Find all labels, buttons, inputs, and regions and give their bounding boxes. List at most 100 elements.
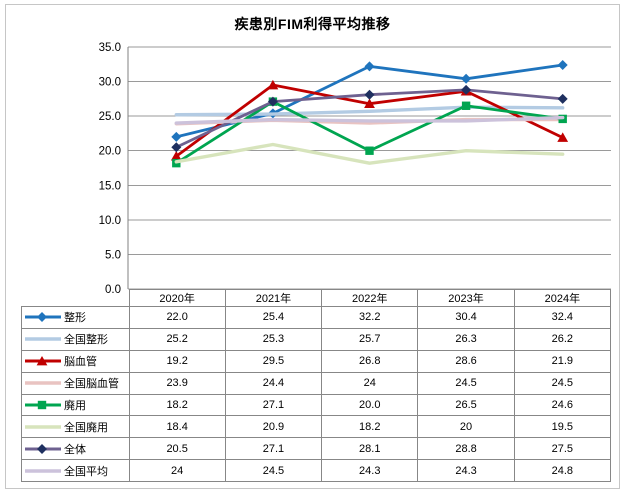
value-cell: 28.8 [417,437,515,461]
y-axis-tick-label: 20.0 [99,146,121,158]
series-marker-seikei [557,59,568,70]
series-marker-seikei [364,61,375,72]
series-marker-nokekkan [364,98,375,108]
chart-object-frame[interactable]: 疾患別FIM利得平均推移 35.0 30.0 25.0 20.0 15.0 10.0 5.0… [5,4,620,489]
table-corner-cell [22,290,130,307]
value-cell: 18.2 [128,393,226,417]
value-cell: 25.2 [128,327,226,351]
series-name-label: 全国整形 [64,334,108,347]
series-name-label: 廃用 [64,399,86,412]
legend-key-nokekkan [25,356,61,366]
y-axis-tick-label: 0.0 [105,284,121,296]
value-cell: 26.8 [321,349,419,373]
series-line-zenkoku-haiyo [174,142,565,165]
value-cell: 18.4 [128,415,226,439]
legend-cell-haiyo: 廃用 [21,393,130,417]
series-marker-nokekkan [170,151,182,161]
legend-key-zenkoku-seikei [25,337,61,342]
series-line-zenkoku-heikin [174,115,565,125]
value-cell: 25.3 [224,327,323,351]
series-marker-haiyo [461,101,471,110]
legend-cell-zenkoku-nokekkan: 全国脳血管 [21,371,130,395]
legend-cell-zenkoku-haiyo: 全国廃用 [21,415,130,439]
table-row-zenkoku-seikei: 全国整形 25.2 25.3 25.7 26.3 26.2 [21,327,612,351]
table-row-nokekkan: 脳血管 19.2 29.5 26.8 28.6 21.9 [21,349,612,373]
year-column-header: 2022年 [321,289,419,307]
data-table-body: 整形 22.0 25.4 32.2 30.4 32.4 全国整形 25.2 25.3 25.7 26… [21,306,612,482]
table-row-zenkoku-nokekkan: 全国脳血管 23.9 24.4 24 24.5 24.5 [21,371,612,395]
year-column-header: 2021年 [224,289,323,307]
legend-cell-zenkoku-seikei: 全国整形 [21,327,130,351]
value-cell: 24.3 [417,459,515,482]
value-cell: 24.3 [321,459,419,482]
value-cell: 24.5 [513,371,612,395]
legend-key-haiyo [25,400,61,410]
year-column-header: 2023年 [417,289,515,307]
value-cell: 20.5 [128,437,226,461]
table-row-haiyo: 廃用 18.2 27.1 20.0 26.5 24.6 [21,393,612,417]
value-cell: 28.1 [321,437,419,461]
legend-cell-seikei: 整形 [21,306,130,329]
chart-data-table: 2020年 2021年 2022年 2023年 2024年 整形 22.0 25.4 32.2… [21,289,612,482]
value-cell: 18.2 [321,415,419,439]
value-cell: 24 [128,459,226,482]
table-row-zentai: 全体 20.5 27.1 28.1 28.8 27.5 [21,437,612,461]
legend-cell-zenkoku-heikin: 全国平均 [21,459,130,482]
series-marker-seikei [461,73,472,84]
series-name-label: 脳血管 [64,356,97,369]
value-cell: 30.4 [417,306,515,329]
value-cell: 32.4 [513,306,612,329]
data-table-header: 2020年 2021年 2022年 2023年 2024年 [22,289,612,307]
y-axis-tick-label: 10.0 [99,215,121,227]
value-cell: 27.1 [224,393,323,417]
series-name-label: 全体 [64,443,86,456]
value-cell: 24.4 [224,371,323,395]
value-cell: 29.5 [224,349,323,373]
series-name-label: 全国脳血管 [64,378,119,391]
legend-key-zentai [25,443,61,454]
table-row-seikei: 整形 22.0 25.4 32.2 30.4 32.4 [21,306,612,329]
value-cell: 32.2 [321,306,419,329]
y-axis-tick-label: 25.0 [99,111,121,123]
value-cell: 24.5 [417,371,515,395]
year-header-row: 2020年 2021年 2022年 2023年 2024年 [22,289,612,307]
value-cell: 28.6 [417,349,515,373]
value-cell: 21.9 [513,349,612,373]
value-cell: 26.3 [417,327,515,351]
legend-cell-zentai: 全体 [21,437,130,461]
legend-key-zenkoku-nokekkan [25,381,61,385]
legend-key-seikei [25,312,61,323]
legend-key-zenkoku-haiyo [25,425,61,429]
series-name-label: 全国廃用 [64,421,108,434]
value-cell: 25.7 [321,327,419,351]
table-row-zenkoku-heikin: 全国平均 24 24.5 24.3 24.3 24.8 [21,459,612,482]
series-marker-zentai [461,84,472,95]
series-marker-nokekkan [557,132,569,142]
legend-cell-nokekkan: 脳血管 [21,349,130,373]
value-cell: 24.5 [224,459,323,482]
value-cell: 27.1 [224,437,323,461]
value-cell: 22.0 [128,306,226,329]
y-axis-tick-label: 5.0 [105,249,121,261]
value-cell: 20.0 [321,393,419,417]
year-column-header: 2024年 [513,289,612,307]
value-cell: 20 [417,415,515,439]
value-cell: 19.2 [128,349,226,373]
series-marker-zentai [557,93,568,104]
y-axis-tick-label: 30.0 [99,77,121,89]
series-marker-seikei [171,131,182,142]
series-name-label: 全国平均 [64,465,108,478]
line-chart-plot: 35.0 30.0 25.0 20.0 15.0 10.0 5.0 0.0 [99,42,611,296]
value-cell: 26.2 [513,327,612,351]
year-column-header: 2020年 [128,289,226,307]
value-cell: 24.6 [513,393,612,417]
value-cell: 23.9 [128,371,226,395]
series-name-label: 整形 [64,312,86,325]
y-axis-tick-label: 15.0 [99,180,121,192]
table-row-zenkoku-haiyo: 全国廃用 18.4 20.9 18.2 20 19.5 [21,415,612,439]
legend-key-zenkoku-heikin [25,468,61,473]
series-marker-haiyo [365,146,374,155]
series-marker-zentai [267,96,278,107]
y-axis-tick-label: 35.0 [99,42,121,54]
